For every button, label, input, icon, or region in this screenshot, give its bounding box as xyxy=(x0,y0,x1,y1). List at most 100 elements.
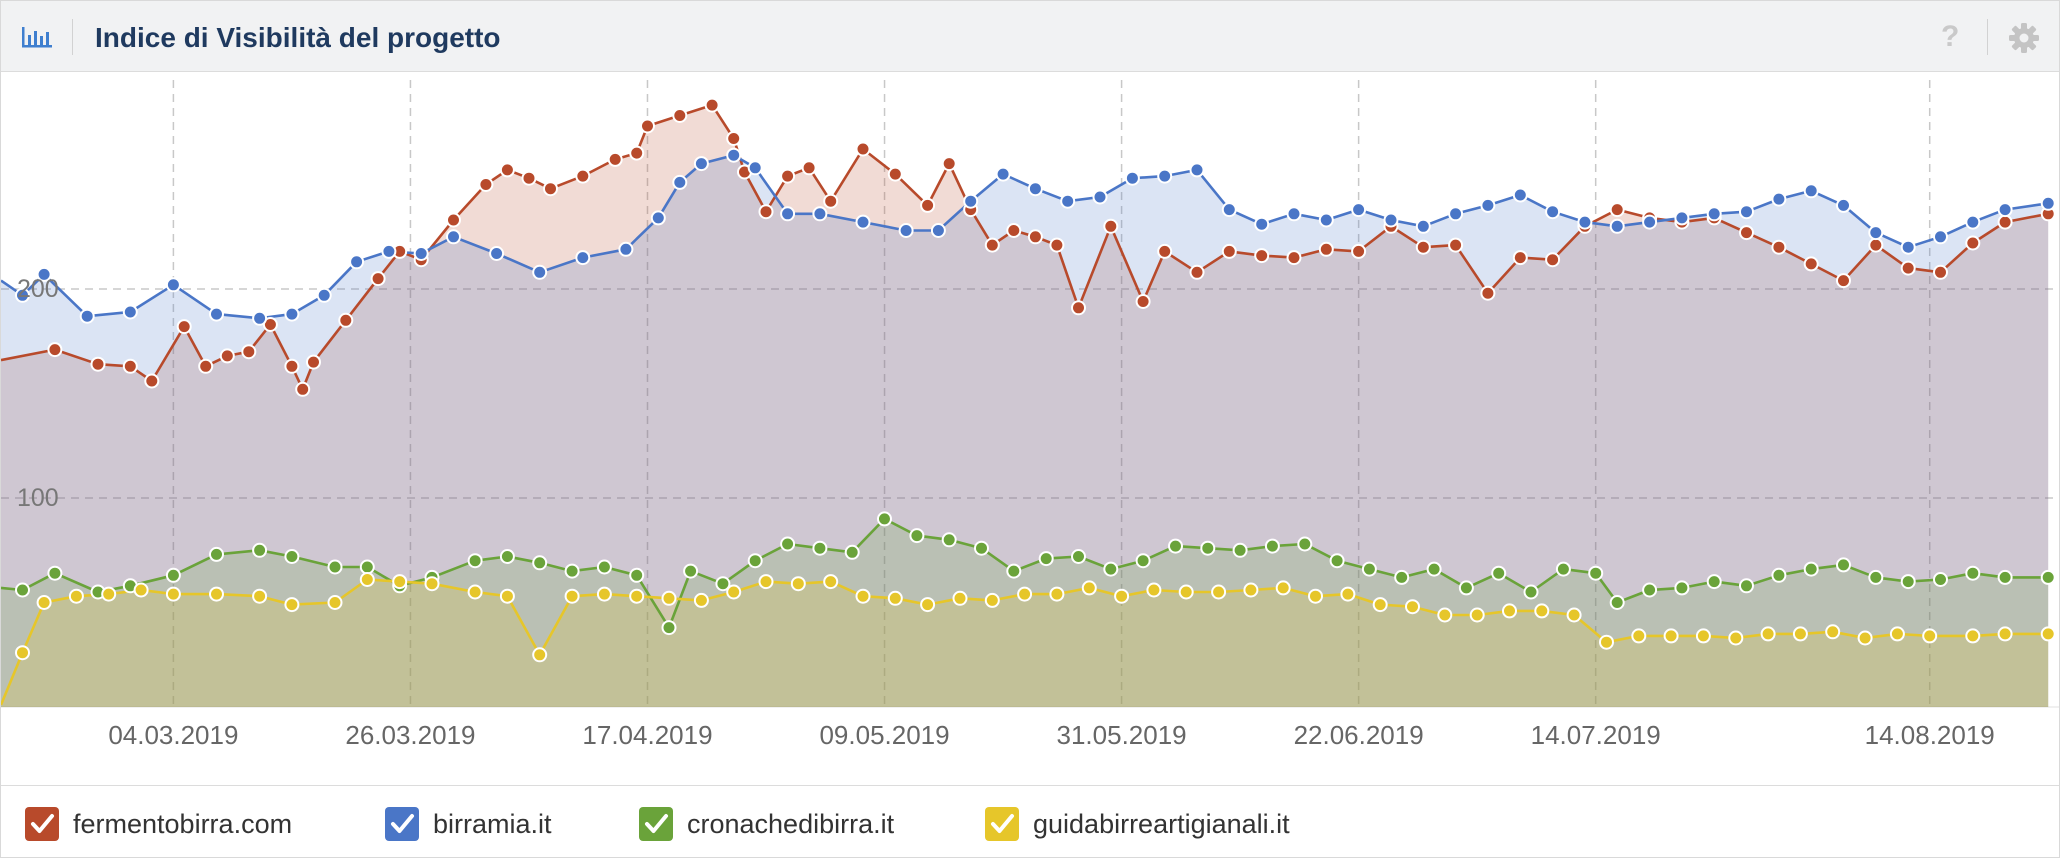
data-point-fermentobirra xyxy=(1933,264,1948,280)
data-point-cronachedibirra xyxy=(1523,584,1539,600)
data-point-guidabirreartigianali xyxy=(252,588,268,604)
data-point-cronachedibirra xyxy=(1771,567,1787,583)
data-point-birramia xyxy=(532,264,548,280)
checkmark-icon xyxy=(31,814,54,833)
data-point-fermentobirra xyxy=(1135,294,1151,309)
data-point-birramia xyxy=(812,206,828,222)
legend-item-guidabirreartigianali[interactable]: guidabirreartigianali.it xyxy=(985,804,1290,844)
data-point-guidabirreartigianali xyxy=(1114,588,1130,604)
data-point-birramia xyxy=(672,174,688,190)
data-point-guidabirreartigianali xyxy=(790,576,806,592)
x-tick-label: 14.08.2019 xyxy=(1865,720,1995,750)
data-point-cronachedibirra xyxy=(661,620,677,636)
data-point-cronachedibirra xyxy=(974,540,989,556)
data-point-guidabirreartigianali xyxy=(920,597,936,613)
data-point-guidabirreartigianali xyxy=(1502,603,1517,619)
data-point-cronachedibirra xyxy=(780,536,796,552)
data-point-guidabirreartigianali xyxy=(392,574,408,590)
data-point-guidabirreartigianali xyxy=(1922,628,1938,644)
data-point-guidabirreartigianali xyxy=(36,595,52,610)
data-point-guidabirreartigianali xyxy=(1437,607,1453,623)
legend-item-cronachedibirra[interactable]: cronachedibirra.it xyxy=(639,804,894,844)
data-point-cronachedibirra xyxy=(1232,542,1248,558)
data-point-cronachedibirra xyxy=(359,559,375,575)
data-point-cronachedibirra xyxy=(1933,572,1948,587)
data-point-guidabirreartigianali xyxy=(1857,630,1873,646)
data-point-fermentobirra xyxy=(499,162,515,178)
visibility-chart[interactable]: 100 200 04.03.2019 26.03.2019 17.04.2019 09.0… xyxy=(1,72,2059,782)
legend-item-fermentobirra[interactable]: fermentobirra.com xyxy=(25,804,292,844)
data-point-fermentobirra xyxy=(1480,285,1496,301)
data-point-birramia xyxy=(650,210,666,226)
data-point-cronachedibirra xyxy=(596,559,612,575)
data-point-cronachedibirra xyxy=(1491,565,1507,581)
data-point-cronachedibirra xyxy=(1297,536,1313,552)
data-point-cronachedibirra xyxy=(1168,538,1183,554)
data-point-fermentobirra xyxy=(295,381,311,397)
data-point-cronachedibirra xyxy=(15,582,30,598)
widget-title: Indice di Visibilità del progetto xyxy=(95,22,501,53)
bar-chart-icon[interactable] xyxy=(21,25,53,49)
legend-checkbox-cronachedibirra[interactable] xyxy=(639,807,673,841)
data-point-birramia xyxy=(284,306,300,322)
data-point-birramia xyxy=(1674,210,1690,226)
data-point-cronachedibirra xyxy=(1361,561,1377,577)
data-point-fermentobirra xyxy=(823,193,839,209)
data-point-birramia xyxy=(575,250,591,266)
data-point-cronachedibirra xyxy=(1006,563,1022,579)
legend-label-fermentobirra: fermentobirra.com xyxy=(73,808,293,839)
data-point-cronachedibirra xyxy=(877,511,892,527)
data-point-guidabirreartigianali xyxy=(209,586,224,602)
data-point-fermentobirra xyxy=(1900,260,1916,276)
data-point-fermentobirra xyxy=(284,358,300,374)
data-point-guidabirreartigianali xyxy=(499,588,515,604)
data-point-guidabirreartigianali xyxy=(1308,588,1323,604)
data-point-cronachedibirra xyxy=(1329,553,1345,569)
data-point-guidabirreartigianali xyxy=(596,586,612,602)
legend-checkbox-guidabirreartigianali[interactable] xyxy=(985,807,1019,841)
data-point-guidabirreartigianali xyxy=(2040,626,2056,642)
data-point-fermentobirra xyxy=(478,177,494,192)
data-point-birramia xyxy=(446,229,461,245)
data-point-birramia xyxy=(1868,225,1884,241)
data-point-birramia xyxy=(747,160,763,176)
header-divider xyxy=(72,19,73,55)
data-point-fermentobirra xyxy=(855,141,871,157)
data-point-fermentobirra xyxy=(704,97,720,113)
data-point-cronachedibirra xyxy=(1135,553,1151,569)
data-point-birramia xyxy=(780,206,796,222)
data-point-guidabirreartigianali xyxy=(1825,624,1841,640)
legend-checkbox-fermentobirra[interactable] xyxy=(25,807,59,841)
data-point-birramia xyxy=(2040,195,2056,211)
data-point-birramia xyxy=(36,266,52,282)
data-point-cronachedibirra xyxy=(1071,549,1086,564)
data-point-guidabirreartigianali xyxy=(726,584,742,600)
data-point-birramia xyxy=(209,306,224,322)
data-point-guidabirreartigianali xyxy=(532,647,548,663)
gear-icon[interactable] xyxy=(2007,21,2041,55)
data-point-guidabirreartigianali xyxy=(1760,626,1776,642)
legend-item-birramia[interactable]: birramia.it xyxy=(385,804,552,844)
data-point-cronachedibirra xyxy=(165,567,181,583)
data-point-fermentobirra xyxy=(370,271,386,287)
data-point-birramia xyxy=(930,223,946,238)
data-point-birramia xyxy=(1512,187,1528,203)
data-point-fermentobirra xyxy=(90,356,106,372)
series-area-cronachedibirra xyxy=(1,518,2049,707)
data-point-guidabirreartigianali xyxy=(564,588,580,604)
data-point-birramia xyxy=(1383,212,1399,228)
data-point-cronachedibirra xyxy=(209,546,224,562)
legend-label-birramia: birramia.it xyxy=(433,808,552,839)
data-point-guidabirreartigianali xyxy=(693,592,709,608)
data-point-guidabirreartigianali xyxy=(1146,582,1162,598)
data-point-fermentobirra xyxy=(1286,250,1302,266)
legend-checkbox-birramia[interactable] xyxy=(385,807,419,841)
data-point-birramia xyxy=(726,147,742,163)
data-point-fermentobirra xyxy=(1545,252,1561,268)
data-point-cronachedibirra xyxy=(941,532,957,548)
question-mark-icon[interactable]: ? xyxy=(1941,20,1960,53)
data-point-fermentobirra xyxy=(758,204,774,220)
data-point-birramia xyxy=(1124,170,1140,186)
data-point-cronachedibirra xyxy=(252,542,268,558)
data-point-birramia xyxy=(898,223,914,238)
